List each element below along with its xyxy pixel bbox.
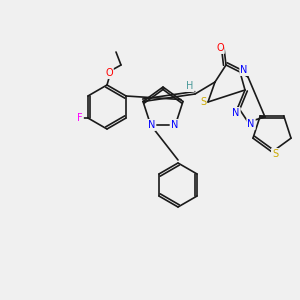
Text: N: N xyxy=(247,119,255,129)
Text: O: O xyxy=(105,68,113,78)
Text: N: N xyxy=(240,65,248,75)
Text: N: N xyxy=(232,108,240,118)
Text: F: F xyxy=(77,113,83,123)
Text: S: S xyxy=(272,149,278,159)
Text: N: N xyxy=(171,120,178,130)
Text: S: S xyxy=(200,97,206,107)
Text: O: O xyxy=(216,43,224,53)
Text: H: H xyxy=(186,81,194,91)
Text: N: N xyxy=(148,120,155,130)
